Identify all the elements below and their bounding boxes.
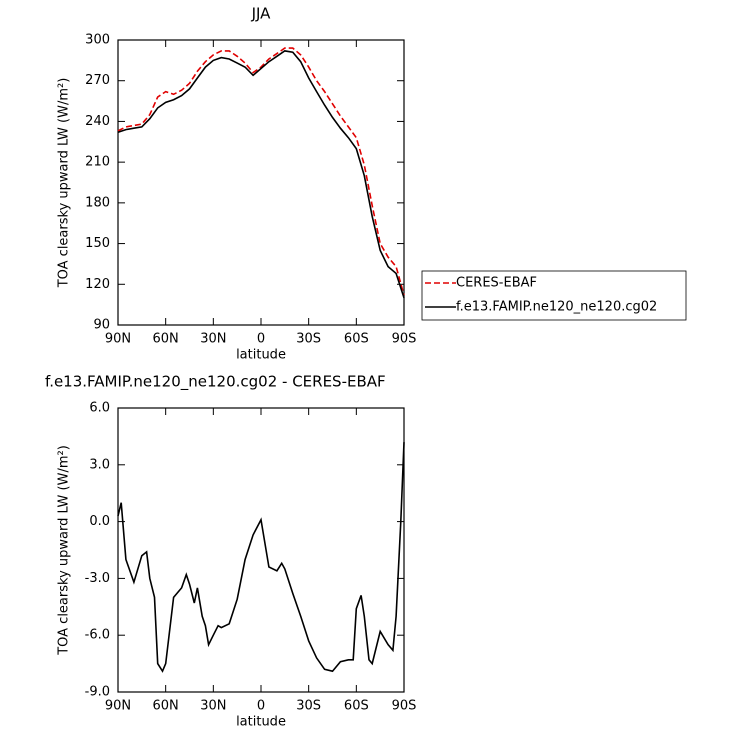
y-tick-label: 6.0: [89, 401, 110, 416]
y-axis-label: TOA clearsky upward LW (W/m²): [57, 78, 72, 289]
y-tick-label: 90: [93, 318, 110, 333]
x-tick-label: 0: [257, 332, 265, 347]
x-axis-label: latitude: [236, 348, 286, 363]
x-tick-label: 30N: [200, 699, 226, 714]
data-line: [117, 50, 405, 299]
plot-frame: [117, 39, 405, 326]
y-tick-label: 210: [85, 155, 110, 170]
chart-title: JJA: [251, 5, 272, 23]
y-tick-label: 180: [85, 195, 110, 210]
data-line: [117, 47, 405, 296]
x-tick-label: 60S: [344, 332, 369, 347]
chart-title: f.e13.FAMIP.ne120_ne120.cg02 - CERES-EBA…: [45, 373, 386, 392]
plot-frame: [117, 407, 405, 693]
x-tick-label: 30S: [296, 332, 321, 347]
x-tick-label: 0: [257, 699, 265, 714]
legend-box: [421, 270, 687, 321]
x-tick-label: 60S: [344, 699, 369, 714]
legend-label: f.e13.FAMIP.ne120_ne120.cg02: [456, 300, 657, 315]
y-tick-label: 270: [85, 73, 110, 88]
y-tick-label: 0.0: [89, 514, 110, 529]
data-line: [117, 442, 405, 673]
y-tick-label: -6.0: [85, 628, 110, 643]
y-axis-label: TOA clearsky upward LW (W/m²): [57, 445, 72, 656]
x-tick-label: 60N: [153, 332, 179, 347]
x-tick-label: 90S: [392, 699, 417, 714]
y-tick-label: -9.0: [85, 685, 110, 700]
y-tick-label: 150: [85, 236, 110, 251]
y-tick-label: 120: [85, 277, 110, 292]
y-tick-label: 240: [85, 114, 110, 129]
legend-label: CERES-EBAF: [456, 276, 537, 291]
x-tick-label: 90S: [392, 332, 417, 347]
y-tick-label: -3.0: [85, 571, 110, 586]
x-tick-label: 90N: [105, 332, 131, 347]
y-tick-label: 300: [85, 33, 110, 48]
x-tick-label: 30S: [296, 699, 321, 714]
x-axis-label: latitude: [236, 715, 286, 730]
x-tick-label: 30N: [200, 332, 226, 347]
y-tick-label: 3.0: [89, 457, 110, 472]
x-tick-label: 60N: [153, 699, 179, 714]
x-tick-label: 90N: [105, 699, 131, 714]
